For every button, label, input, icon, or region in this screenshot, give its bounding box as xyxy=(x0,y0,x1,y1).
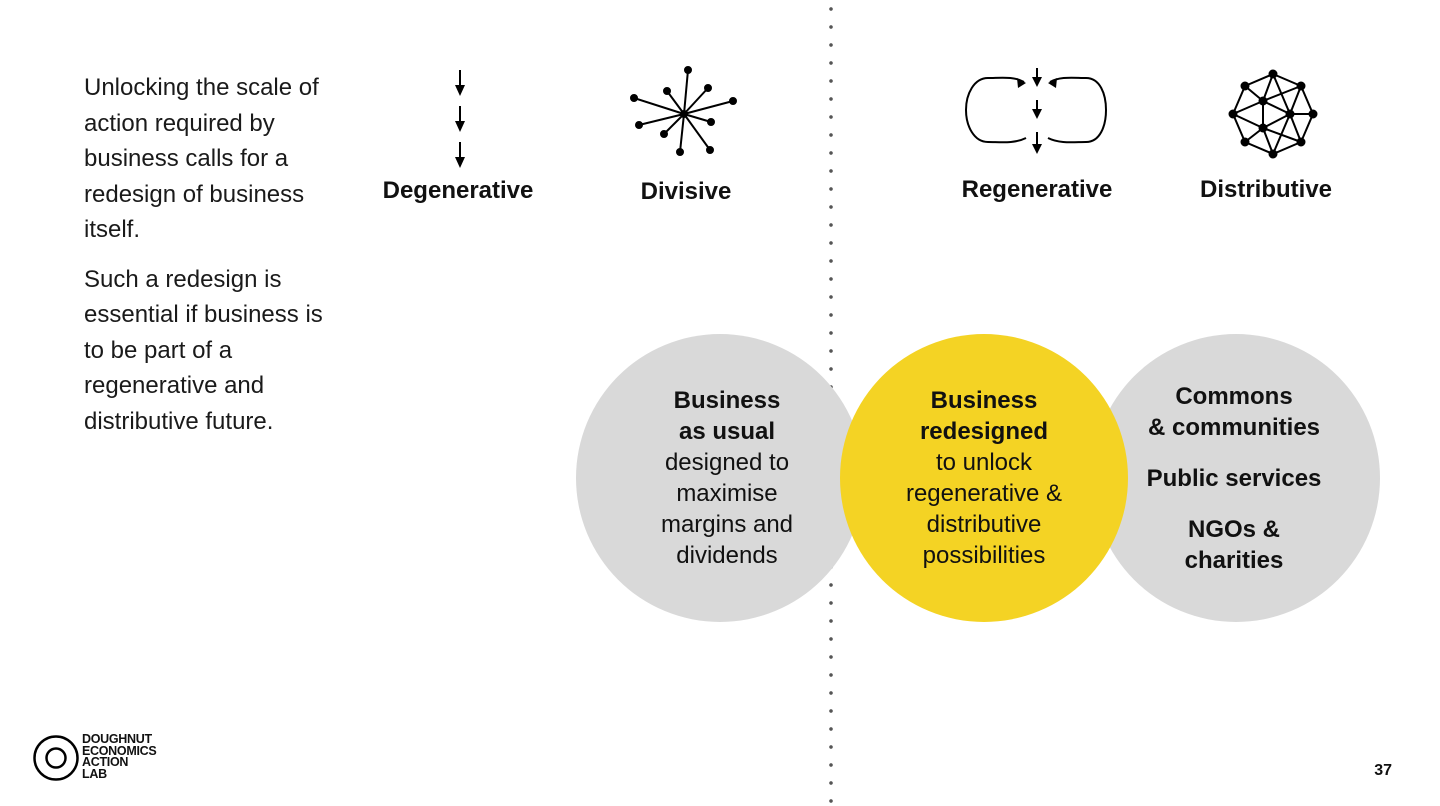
divisive-icon xyxy=(630,66,737,156)
logo-wordmark: DOUGHNUT ECONOMICS ACTION LAB xyxy=(82,732,157,781)
redesigned-title-1: Business xyxy=(930,387,1038,414)
redesigned-title-2: redesigned xyxy=(919,418,1049,445)
logo-line-2: ECONOMICS xyxy=(82,743,157,758)
page-number: 37 xyxy=(1374,762,1392,779)
others-item-1b: & communities xyxy=(1147,413,1321,441)
logo-line-1: DOUGHNUT xyxy=(82,732,152,746)
others-item-3a: NGOs & xyxy=(1187,515,1280,543)
business-as-usual-circle: Business as usual designed to maximise m… xyxy=(576,334,864,622)
others-item-3b: charities xyxy=(1184,546,1284,574)
redesigned-line-3: distributive xyxy=(926,511,1042,538)
regenerative-label: Regenerative xyxy=(961,176,1113,203)
usual-line-3: margins and xyxy=(660,511,794,538)
business-redesigned-circle: Business redesigned to unlock regenerati… xyxy=(840,334,1128,622)
redesigned-line-2: regenerative & xyxy=(905,480,1063,507)
logo-line-3: ACTION xyxy=(82,755,129,769)
redesigned-line-1: to unlock xyxy=(935,449,1033,476)
usual-line-4: dividends xyxy=(676,542,778,569)
distributive-label: Distributive xyxy=(1199,176,1333,203)
intro-text: Unlocking the scale of action required b… xyxy=(84,70,334,453)
doughnut-logo-icon xyxy=(33,735,79,781)
usual-line-2: maximise xyxy=(676,480,778,507)
divisive-label: Divisive xyxy=(640,178,732,205)
usual-title-1: Business xyxy=(673,387,781,414)
distributive-icon xyxy=(1228,69,1318,159)
others-item-2: Public services xyxy=(1146,464,1322,492)
logo-line-4: LAB xyxy=(82,766,107,781)
usual-title-2: as usual xyxy=(678,418,776,445)
regenerative-icon xyxy=(964,68,1108,154)
others-item-1a: Commons xyxy=(1175,382,1293,410)
redesigned-line-4: possibilities xyxy=(922,542,1046,569)
intro-paragraph-1: Unlocking the scale of action required b… xyxy=(84,74,319,243)
usual-line-1: designed to xyxy=(664,449,790,476)
degenerative-label: Degenerative xyxy=(382,177,534,204)
degenerative-icon xyxy=(455,70,465,168)
intro-paragraph-2: Such a redesign is essential if business… xyxy=(84,265,323,435)
other-actors-circle: Commons & communities Public services NG… xyxy=(1092,334,1380,622)
